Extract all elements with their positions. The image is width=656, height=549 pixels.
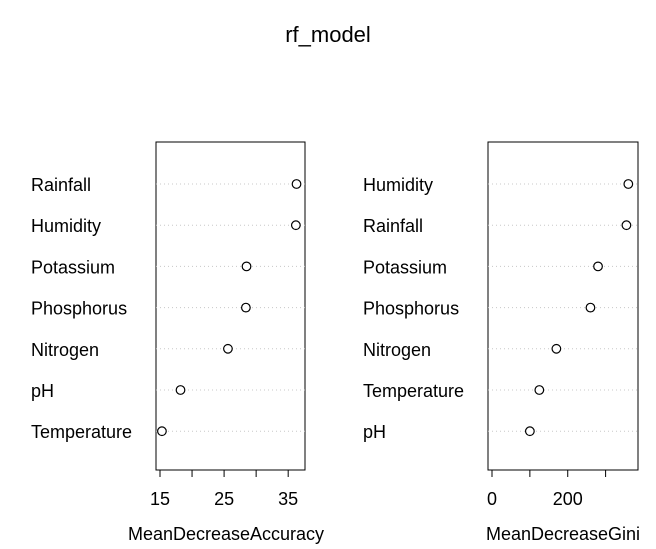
accuracy-tick-label: 25 bbox=[214, 489, 234, 509]
gini-category-label: Potassium bbox=[363, 257, 447, 277]
accuracy-category-label: Potassium bbox=[31, 257, 115, 277]
accuracy-category-label: Nitrogen bbox=[31, 340, 99, 360]
gini-point bbox=[623, 179, 634, 189]
gini-panel: Humidity Rainfall Potassium Phosphorus Nitro… bbox=[363, 141, 640, 544]
accuracy-category-label: Humidity bbox=[31, 216, 101, 236]
accuracy-point bbox=[223, 343, 233, 354]
gini-category-label: Nitrogen bbox=[363, 340, 431, 360]
gini-tick-label: 200 bbox=[553, 489, 583, 509]
accuracy-panel: Rainfall Humidity Potassium Phosphorus Nitro… bbox=[31, 141, 324, 544]
accuracy-category-label: Phosphorus bbox=[31, 299, 127, 319]
accuracy-point bbox=[291, 179, 302, 189]
gini-point bbox=[593, 261, 603, 272]
gini-category-label: Rainfall bbox=[363, 216, 423, 236]
gini-x-axis-label: MeanDecreaseGini bbox=[486, 524, 640, 544]
accuracy-category-label: pH bbox=[31, 381, 54, 401]
gini-category-label: Humidity bbox=[363, 175, 433, 195]
gini-category-label: pH bbox=[363, 422, 386, 442]
accuracy-point bbox=[241, 261, 252, 272]
accuracy-point bbox=[290, 220, 301, 231]
accuracy-plot-frame bbox=[155, 141, 306, 471]
gini-point bbox=[585, 302, 596, 313]
accuracy-x-axis-label: MeanDecreaseAccuracy bbox=[128, 524, 324, 544]
accuracy-point bbox=[175, 385, 186, 395]
gini-category-label: Phosphorus bbox=[363, 299, 459, 319]
gini-category-label: Temperature bbox=[363, 381, 464, 401]
gini-plot-frame bbox=[487, 141, 639, 471]
gini-point bbox=[524, 426, 535, 437]
gini-point bbox=[621, 220, 632, 231]
accuracy-tick-label: 15 bbox=[150, 489, 170, 509]
gini-point bbox=[551, 343, 562, 354]
accuracy-point bbox=[240, 302, 251, 313]
gini-tick-label: 0 bbox=[487, 489, 497, 509]
chart-title: rf_model bbox=[285, 22, 371, 47]
accuracy-tick-label: 35 bbox=[278, 489, 298, 509]
accuracy-category-label: Temperature bbox=[31, 422, 132, 442]
accuracy-point bbox=[157, 426, 167, 437]
accuracy-category-label: Rainfall bbox=[31, 175, 91, 195]
gini-point bbox=[534, 385, 545, 395]
